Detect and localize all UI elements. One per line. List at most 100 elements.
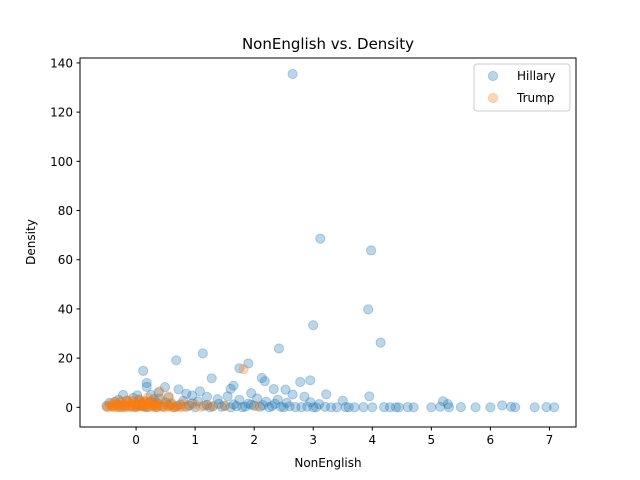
point-trump <box>106 398 117 409</box>
point-hillary <box>252 393 263 404</box>
point-trump <box>119 401 130 412</box>
legend-box <box>473 63 571 112</box>
point-hillary <box>426 402 437 413</box>
point-trump <box>144 397 155 408</box>
point-trump <box>128 401 139 412</box>
point-trump <box>109 396 120 407</box>
point-hillary <box>204 402 215 413</box>
point-hillary <box>148 400 159 411</box>
y-axis-label: Density <box>24 219 38 265</box>
point-hillary <box>213 398 224 409</box>
point-hillary <box>138 365 149 376</box>
point-hillary <box>438 396 449 407</box>
point-trump <box>131 400 142 411</box>
point-hillary <box>116 402 127 413</box>
point-hillary <box>363 304 374 315</box>
point-hillary <box>228 380 239 391</box>
point-trump <box>252 401 263 412</box>
point-hillary <box>231 401 242 412</box>
point-hillary <box>290 402 301 413</box>
point-trump <box>107 399 118 410</box>
point-hillary <box>549 402 560 413</box>
legend-marker-trump <box>487 92 499 104</box>
point-hillary <box>151 397 162 408</box>
point-hillary <box>284 401 295 412</box>
point-trump <box>133 395 144 406</box>
point-trump <box>125 401 136 412</box>
point-trump <box>238 364 249 375</box>
point-hillary <box>198 400 210 411</box>
y-tick-label: 40 <box>58 302 73 316</box>
point-hillary <box>343 402 354 413</box>
point-hillary <box>455 402 466 413</box>
point-trump <box>135 401 146 412</box>
point-hillary <box>154 393 165 404</box>
point-trump <box>115 396 126 407</box>
point-hillary <box>237 402 248 413</box>
point-hillary <box>266 401 277 412</box>
point-hillary <box>308 320 319 331</box>
point-trump <box>118 400 129 411</box>
point-trump <box>111 402 122 413</box>
x-tick-label: 0 <box>132 433 140 447</box>
point-trump <box>116 397 127 408</box>
point-trump <box>157 396 168 407</box>
point-hillary <box>151 402 162 413</box>
point-hillary <box>131 401 142 412</box>
point-trump <box>167 402 178 413</box>
plot-frame <box>79 57 577 428</box>
point-hillary <box>133 394 145 405</box>
point-trump <box>126 399 137 410</box>
point-hillary <box>142 402 153 413</box>
point-hillary <box>225 402 236 413</box>
point-trump <box>122 400 133 411</box>
point-hillary <box>159 382 171 393</box>
point-trump <box>139 398 150 409</box>
y-tick-label: 60 <box>58 253 73 267</box>
point-trump <box>108 401 119 412</box>
point-hillary <box>139 396 151 407</box>
x-axis-label: NonEnglish <box>294 456 361 470</box>
point-hillary <box>190 402 201 413</box>
point-hillary <box>485 402 496 413</box>
point-trump <box>166 400 177 411</box>
point-hillary <box>243 358 254 369</box>
point-hillary <box>314 399 325 410</box>
point-trump <box>147 399 158 410</box>
point-hillary <box>113 394 124 405</box>
point-hillary <box>435 401 446 412</box>
point-trump <box>120 402 131 413</box>
point-hillary <box>272 394 283 405</box>
point-hillary <box>308 402 319 413</box>
point-trump <box>154 400 165 411</box>
x-tick-label: 2 <box>250 433 258 447</box>
point-hillary <box>125 401 136 412</box>
point-hillary <box>367 402 378 413</box>
point-hillary <box>275 401 286 412</box>
point-trump <box>133 399 145 410</box>
point-hillary <box>319 401 331 412</box>
point-trump <box>201 400 213 411</box>
point-hillary <box>173 384 184 395</box>
point-trump <box>129 398 140 409</box>
chart-title: NonEnglish vs. Density <box>242 35 414 53</box>
point-hillary <box>169 402 180 413</box>
x-tick-label: 5 <box>428 433 436 447</box>
point-trump <box>172 401 183 412</box>
point-hillary <box>141 381 152 392</box>
point-hillary <box>379 402 390 413</box>
y-axis-ticks: 0 20 40 60 80 100 120 140 <box>50 56 80 415</box>
point-hillary <box>122 395 133 406</box>
point-hillary <box>193 396 204 407</box>
point-hillary <box>212 394 223 405</box>
point-trump <box>101 401 112 412</box>
point-trump <box>190 399 201 410</box>
point-hillary <box>259 376 270 387</box>
point-hillary <box>243 398 254 409</box>
point-trump <box>136 397 148 408</box>
point-hillary <box>505 401 517 412</box>
point-hillary <box>249 400 260 411</box>
point-hillary <box>280 384 291 395</box>
point-trump <box>148 394 159 405</box>
point-hillary <box>171 355 182 366</box>
